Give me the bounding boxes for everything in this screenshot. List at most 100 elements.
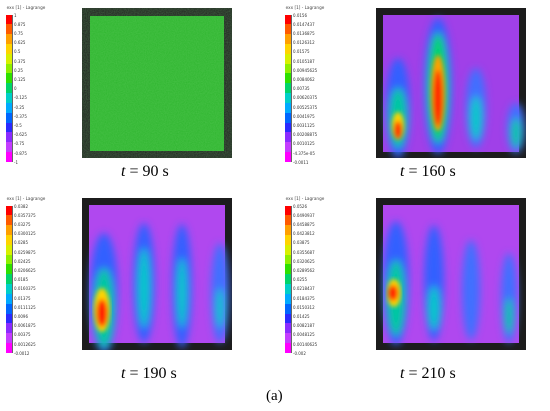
legend-swatch <box>6 14 13 25</box>
legend-swatch <box>285 215 292 226</box>
legend-tick-label: 0.0156 <box>293 12 307 18</box>
legend-swatch <box>6 284 13 295</box>
legend-swatch <box>6 132 13 143</box>
legend-swatch <box>285 112 292 124</box>
legend-tick-label: 0.0084062 <box>293 76 315 82</box>
color-scale-bar: 0.0526 0.0490937 0.0458875 0.0423812 0.03875… <box>285 203 325 356</box>
legend-swatch <box>285 14 292 25</box>
legend-swatch <box>285 102 292 114</box>
legend-swatch <box>285 333 292 344</box>
legend-tick-label: 0.00735 <box>293 86 310 92</box>
legend-tick-label: 0.0136875 <box>293 30 315 36</box>
legend-title: exx [1] - Lagrange <box>285 196 325 201</box>
legend-tick-label: -0.5 <box>14 122 22 128</box>
legend-90s: exx [1] - Lagrange 1 0.875 0.75 0.625 0.5 0.3… <box>6 5 46 165</box>
legend-tick-label: 0.00620375 <box>293 95 318 101</box>
color-scale-bar: 0.0156 0.0147437 0.0136875 0.0126312 0.01575… <box>285 12 325 165</box>
caption-190s: t = 190 s <box>121 365 177 383</box>
legend-tick-label: 1 <box>14 12 17 18</box>
legend-tick-label: 0.0105187 <box>293 58 315 64</box>
legend-190s: exx [1] - Lagrange 0.0382 0.0357375 0.0327… <box>6 196 46 356</box>
legend-tick-label: 0.75 <box>14 30 23 36</box>
legend-swatch <box>285 235 292 246</box>
legend-swatch <box>6 333 13 344</box>
legend-tick-label: 0.25 <box>14 67 23 73</box>
legend-swatch <box>6 254 13 265</box>
time-value: = 160 s <box>408 163 456 180</box>
legend-swatch <box>285 293 292 305</box>
legend-tick-label: -0.875 <box>14 150 27 156</box>
legend-swatch <box>285 225 292 236</box>
legend-tick-label: 0 <box>14 86 17 92</box>
legend-swatch <box>285 342 292 354</box>
legend-swatch <box>6 93 13 104</box>
legend-tick-label: 0.0126312 <box>293 40 315 46</box>
legend-swatch <box>6 44 13 55</box>
legend-tick-label: 0.0012625 <box>14 341 36 347</box>
legend-tick-label: 0.0160375 <box>14 286 36 292</box>
legend-swatch <box>6 225 13 236</box>
legend-swatch <box>285 44 292 55</box>
legend-swatch <box>285 244 292 256</box>
strain-map-90s <box>82 8 232 158</box>
legend-swatch <box>6 323 13 334</box>
legend-swatch <box>6 102 13 114</box>
strain-map-190s <box>82 198 232 350</box>
legend-swatch <box>285 34 292 45</box>
strain-field-image <box>82 198 232 350</box>
legend-tick-label: -1 <box>14 159 18 165</box>
legend-swatch <box>6 215 13 226</box>
legend-tick-label: 0.0382 <box>14 203 28 209</box>
legend-swatch <box>6 303 13 315</box>
legend-tick-label: -0.375 <box>14 113 27 119</box>
legend-tick-label: 0.0357375 <box>14 212 36 218</box>
legend-swatch <box>285 313 292 324</box>
time-value: = 190 s <box>129 365 177 382</box>
legend-tick-label: -0.25 <box>14 104 25 110</box>
legend-tick-label: 0.625 <box>14 40 26 46</box>
legend-tick-label: 0.0184375 <box>293 295 315 301</box>
legend-tick-label: 0.875 <box>14 21 26 27</box>
legend-swatch <box>6 83 13 94</box>
legend-tick-label: -4.375e-05 <box>293 150 315 156</box>
legend-swatch <box>285 63 292 74</box>
legend-tick-label: 0.0111125 <box>14 304 36 310</box>
legend-tick-label: 0.01575 <box>293 49 310 55</box>
legend-tick-label: 0.0423812 <box>293 231 315 237</box>
legend-tick-label: 0.0285 <box>14 240 28 246</box>
legend-swatch <box>285 254 292 265</box>
legend-tick-label: 0.0185 <box>14 277 28 283</box>
legend-title: exx [1] - Lagrange <box>6 196 46 201</box>
legend-tick-label: 0.5 <box>14 49 21 55</box>
legend-swatch <box>6 342 13 354</box>
legend-tick-label: 0.0458875 <box>293 221 315 227</box>
legend-swatch <box>6 264 13 275</box>
legend-swatch <box>285 73 292 84</box>
legend-swatch <box>285 132 292 143</box>
time-symbol: t <box>121 163 126 180</box>
figure-label: (a) <box>266 388 283 404</box>
legend-swatch <box>285 142 292 153</box>
legend-swatch <box>285 53 292 65</box>
legend-swatch <box>285 93 292 104</box>
legend-swatch <box>285 151 292 163</box>
legend-tick-label: 0.0289562 <box>293 267 315 273</box>
legend-swatch <box>6 313 13 324</box>
legend-tick-label: 0.0526 <box>293 203 307 209</box>
caption-160s: t = 160 s <box>400 163 456 181</box>
color-scale-bar: 0.0382 0.0357375 0.03275 0.0300125 0.0285 0.0… <box>6 203 46 356</box>
legend-swatch <box>285 323 292 334</box>
legend-swatch <box>6 205 13 216</box>
time-value: = 90 s <box>129 163 169 180</box>
legend-swatch <box>6 24 13 35</box>
strain-map-160s <box>376 8 526 158</box>
strain-field-image <box>376 198 526 350</box>
legend-tick-label: 0.0096 <box>14 313 28 319</box>
legend-swatch <box>6 112 13 124</box>
legend-swatch <box>6 122 13 133</box>
strain-map-210s <box>376 198 526 350</box>
legend-tick-label: 0.0082187 <box>293 323 315 329</box>
time-symbol: t <box>400 163 405 180</box>
legend-swatch <box>6 235 13 246</box>
legend-swatch <box>285 24 292 35</box>
